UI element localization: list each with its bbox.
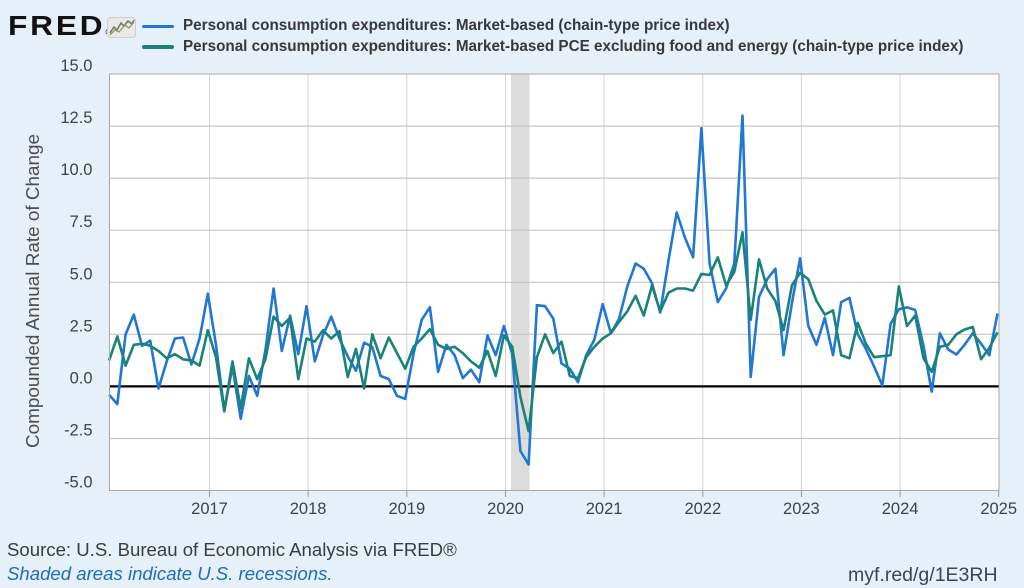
svg-text:2025: 2025 xyxy=(980,500,1017,518)
svg-text:2022: 2022 xyxy=(684,500,721,518)
svg-text:5.0: 5.0 xyxy=(70,265,93,283)
svg-text:2018: 2018 xyxy=(290,500,327,518)
svg-text:7.5: 7.5 xyxy=(70,213,93,231)
svg-text:2.5: 2.5 xyxy=(70,317,93,335)
svg-text:0.0: 0.0 xyxy=(70,369,93,387)
svg-text:2017: 2017 xyxy=(191,500,228,518)
svg-text:2020: 2020 xyxy=(487,500,524,518)
svg-text:10.0: 10.0 xyxy=(60,161,92,179)
svg-text:15.0: 15.0 xyxy=(60,57,92,75)
svg-text:-2.5: -2.5 xyxy=(64,422,92,440)
svg-text:2019: 2019 xyxy=(388,500,425,518)
svg-text:2024: 2024 xyxy=(882,500,919,518)
svg-text:2021: 2021 xyxy=(586,500,623,518)
svg-text:2023: 2023 xyxy=(783,500,820,518)
svg-text:12.5: 12.5 xyxy=(60,109,92,127)
svg-text:-5.0: -5.0 xyxy=(64,474,92,492)
